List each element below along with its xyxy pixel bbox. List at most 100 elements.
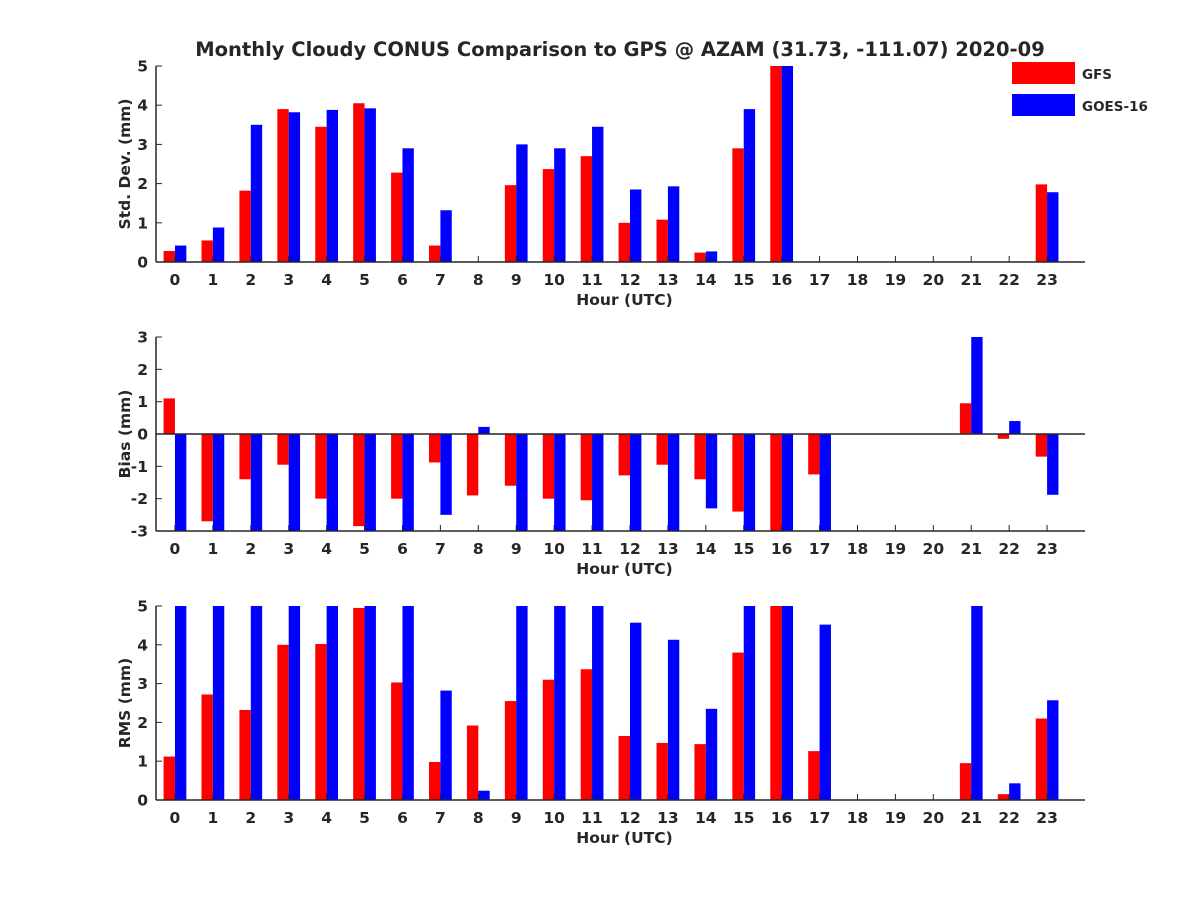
bias-x-tick-label: 11: [581, 540, 603, 558]
bias-bar-gfs-12: [618, 434, 630, 476]
bias-x-tick-label: 7: [435, 540, 446, 558]
bias-y-tick-label: -1: [131, 458, 148, 476]
bias-bar-goes16-21: [971, 337, 983, 434]
bias-bar-gfs-7: [429, 434, 441, 463]
rms-bar-gfs-21: [959, 763, 972, 800]
rms-bar-gfs-2: [239, 709, 251, 800]
bias-bar-gfs-3: [277, 434, 289, 465]
bias-x-tick-label: 2: [245, 540, 256, 558]
bias-bar-goes16-12: [629, 434, 642, 531]
bias-x-tick-label: 19: [885, 540, 907, 558]
legend: GFS GOES-16: [1012, 62, 1148, 116]
std-x-tick-label: 3: [283, 271, 294, 289]
bias-x-tick-label: 18: [847, 540, 869, 558]
bias-bar-gfs-9: [504, 434, 517, 486]
rms-y-tick-label: 1: [137, 753, 148, 771]
bias-x-tick-label: 9: [511, 540, 522, 558]
std-x-tick-label: 11: [581, 271, 603, 289]
bias-bar-goes16-11: [592, 434, 604, 531]
bias-bar-gfs-8: [466, 434, 479, 496]
bias-bar-goes16-10: [554, 434, 566, 531]
std-bar-gfs-14: [694, 252, 706, 262]
std-x-tick-label: 15: [733, 271, 755, 289]
bias-x-tick-label: 8: [473, 540, 484, 558]
rms-bar-goes16-5: [364, 606, 376, 800]
bias-y-tick-label: 3: [137, 329, 148, 347]
rms-bar-goes16-12: [629, 622, 642, 800]
std-x-tick-label: 10: [543, 271, 565, 289]
bias-bar-gfs-13: [656, 434, 668, 465]
rms-bar-goes16-16: [781, 606, 794, 800]
bias-x-tick-label: 10: [543, 540, 565, 558]
rms-x-tick-label: 10: [543, 809, 565, 827]
rms-bar-gfs-23: [1035, 718, 1048, 800]
rms-bar-goes16-10: [554, 606, 566, 800]
std-bar-goes16-15: [743, 109, 756, 263]
std-y-axis-label: Std. Dev. (mm): [116, 99, 134, 230]
rms-bar-goes16-15: [743, 606, 756, 800]
rms-bar-goes16-2: [250, 606, 263, 800]
std-x-tick-label: 22: [998, 271, 1020, 289]
rms-bar-gfs-3: [277, 644, 289, 800]
rms-bar-gfs-12: [618, 735, 630, 800]
bias-bar-gfs-21: [959, 403, 972, 434]
bias-y-tick-label: -3: [131, 523, 148, 541]
std-x-axis-label: Hour (UTC): [576, 291, 672, 309]
rms-x-tick-label: 19: [885, 809, 907, 827]
std-bar-gfs-2: [239, 190, 251, 262]
bias-bar-gfs-5: [353, 434, 365, 527]
std-bar-gfs-11: [580, 156, 593, 262]
bias-bar-goes16-13: [667, 434, 680, 531]
rms-x-axis-label: Hour (UTC): [576, 829, 672, 847]
bias-bar-gfs-6: [391, 434, 403, 499]
rms-bar-gfs-9: [504, 701, 517, 800]
bias-bar-gfs-17: [808, 434, 820, 475]
bias-y-axis-label: Bias (mm): [116, 390, 134, 479]
std-bar-goes16-10: [554, 148, 566, 262]
std-y-tick-label: 3: [137, 136, 148, 154]
rms-x-tick-label: 22: [998, 809, 1020, 827]
std-y-tick-label: 4: [137, 97, 148, 115]
std-bar-gfs-9: [504, 185, 517, 262]
bias-x-tick-label: 16: [771, 540, 793, 558]
rms-x-tick-label: 14: [695, 809, 717, 827]
std-x-tick-label: 0: [170, 271, 181, 289]
bias-bar-gfs-10: [542, 434, 555, 499]
bias-x-tick-label: 3: [283, 540, 294, 558]
std-bar-gfs-16: [770, 66, 782, 262]
rms-x-tick-label: 20: [923, 809, 945, 827]
legend-swatch-goes16: [1012, 94, 1075, 116]
bias-x-tick-label: 23: [1036, 540, 1058, 558]
rms-x-tick-label: 0: [170, 809, 181, 827]
rms-bar-goes16-11: [592, 606, 604, 800]
std-bar-goes16-7: [440, 210, 452, 262]
std-bar-goes16-4: [326, 109, 339, 263]
bias-bar-goes16-8: [478, 426, 490, 434]
bias-bar-goes16-22: [1009, 421, 1021, 434]
std-y-tick-label: 0: [137, 254, 148, 272]
bias-bar-goes16-3: [288, 434, 301, 531]
std-bar-goes16-5: [364, 108, 376, 262]
bias-bar-goes16-15: [743, 434, 756, 531]
std-y-tick-label: 5: [137, 58, 148, 76]
bias-y-tick-label: 0: [137, 426, 148, 444]
std-bar-goes16-3: [288, 112, 301, 262]
rms-bar-goes16-8: [478, 790, 490, 800]
legend-label-goes16: GOES-16: [1082, 99, 1148, 115]
bias-bar-goes16-23: [1047, 434, 1059, 495]
std-x-tick-label: 14: [695, 271, 717, 289]
bias-x-tick-label: 15: [733, 540, 755, 558]
bias-x-tick-label: 14: [695, 540, 717, 558]
bias-bar-gfs-4: [315, 434, 327, 499]
bias-bar-gfs-22: [997, 434, 1010, 439]
bias-x-tick-label: 12: [619, 540, 641, 558]
std-x-tick-label: 9: [511, 271, 522, 289]
std-bar-gfs-23: [1035, 184, 1048, 262]
std-bar-gfs-5: [353, 103, 365, 263]
bias-y-tick-label: 2: [137, 361, 148, 379]
bias-bar-goes16-0: [174, 434, 187, 531]
